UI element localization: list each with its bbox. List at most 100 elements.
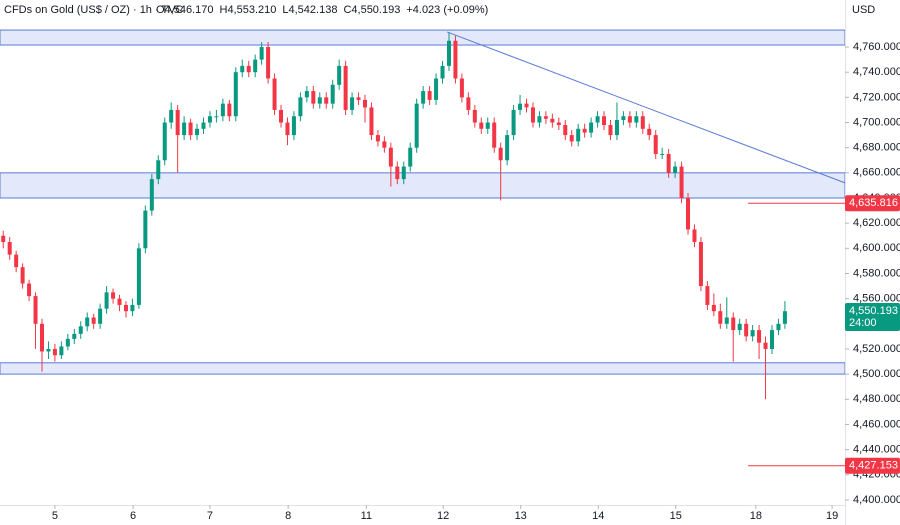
candle-body: [375, 135, 380, 142]
candle-body: [666, 153, 671, 173]
y-tick-label: 4,760.000: [853, 41, 900, 53]
countdown: 24:00: [849, 317, 877, 329]
candle-body: [492, 122, 497, 148]
candle-body: [246, 65, 251, 73]
candle-body: [744, 323, 749, 337]
candle-body: [65, 338, 70, 347]
candle-body: [679, 166, 684, 198]
candle-body: [479, 122, 484, 129]
candle-body: [259, 47, 264, 60]
header-value: L4,542.138: [282, 4, 337, 16]
candle-body: [421, 91, 426, 104]
candle-body: [388, 147, 393, 167]
y-tick-label: 4,680.000: [853, 142, 900, 154]
candle-body: [1, 235, 6, 243]
candle-body: [343, 65, 348, 110]
candle-body: [149, 179, 154, 211]
candle-body: [776, 323, 781, 331]
candle-body: [472, 109, 477, 123]
candle-body: [214, 116, 219, 118]
candle-body: [253, 59, 258, 73]
header-value: +4.023 (+0.09%): [406, 4, 488, 16]
candle-body: [72, 333, 77, 339]
candle-body: [143, 210, 148, 249]
candle-body: [692, 229, 697, 243]
level-label-box: [845, 457, 900, 474]
candle-body: [686, 197, 691, 230]
x-tick-label: 8: [285, 510, 291, 522]
candle-body: [556, 122, 561, 126]
y-tick-label: 4,560.000: [853, 293, 900, 305]
candle-body: [311, 91, 316, 104]
candle-body: [498, 147, 503, 161]
candle-body: [782, 311, 787, 324]
candle-body: [27, 283, 32, 297]
currency: USD: [852, 4, 875, 16]
candle-body: [711, 304, 716, 312]
candle-body: [369, 107, 374, 136]
y-tick-label: 4,460.000: [853, 418, 900, 430]
candle-body: [46, 348, 51, 352]
level-label-box: [845, 195, 900, 212]
candle-body: [459, 78, 464, 98]
candle-body: [227, 103, 232, 117]
candle-body: [621, 116, 626, 121]
candle-body: [188, 122, 193, 136]
zone: [0, 172, 846, 199]
candle-body: [156, 160, 161, 180]
candle-body: [569, 135, 574, 142]
candle-body: [440, 65, 445, 79]
candle-body: [466, 97, 471, 110]
candle-body: [272, 78, 277, 110]
y-tick-label: 4,660.000: [853, 167, 900, 179]
x-tick-label: 18: [750, 510, 762, 522]
x-tick-label: 11: [361, 510, 372, 522]
candle-body: [363, 99, 368, 108]
candle-body: [705, 286, 710, 305]
y-tick-label: 4,520.000: [853, 343, 900, 355]
candle-body: [279, 109, 284, 123]
candle-body: [162, 122, 167, 161]
candle-body: [595, 116, 600, 123]
candle-body: [98, 308, 103, 324]
candle-body: [266, 47, 271, 79]
y-tick-label: 4,480.000: [853, 393, 900, 405]
y-tick-label: 4,600.000: [853, 242, 900, 254]
candle-body: [78, 326, 83, 334]
y-tick-label: 4,440.000: [853, 443, 900, 455]
candle-body: [285, 122, 290, 136]
candle-body: [589, 122, 594, 133]
x-tick-label: 6: [130, 510, 136, 522]
candle-body: [750, 330, 755, 337]
candle-body: [446, 40, 451, 66]
candle-body: [240, 65, 245, 73]
candle-body: [401, 166, 406, 180]
trendline: [446, 31, 846, 184]
candle-body: [576, 128, 581, 142]
candle-body: [195, 128, 200, 136]
candle-body: [117, 298, 122, 305]
candle-body: [104, 292, 109, 309]
candle-body: [220, 103, 225, 117]
candle-body: [518, 103, 523, 110]
y-tick-label: 4,500.000: [853, 368, 900, 380]
candle-body: [350, 97, 355, 110]
candle-body: [39, 323, 44, 352]
x-tick-label: 19: [826, 510, 838, 522]
candle-body: [563, 125, 568, 136]
candle-body: [427, 91, 432, 100]
y-tick-label: 4,720.000: [853, 91, 900, 103]
chart-title: CFDs on Gold (US$ / OZ) · 1h · TVC: [4, 4, 184, 16]
candle-body: [698, 242, 703, 287]
candle-body: [7, 242, 12, 255]
candle-body: [175, 109, 180, 136]
candle-body: [59, 346, 64, 356]
candle-body: [14, 254, 19, 268]
x-tick-label: 7: [207, 510, 213, 522]
candle-body: [640, 116, 645, 129]
candle-body: [485, 122, 490, 129]
candle-body: [201, 122, 206, 129]
candle-body: [111, 292, 116, 299]
candle-body: [530, 107, 535, 123]
